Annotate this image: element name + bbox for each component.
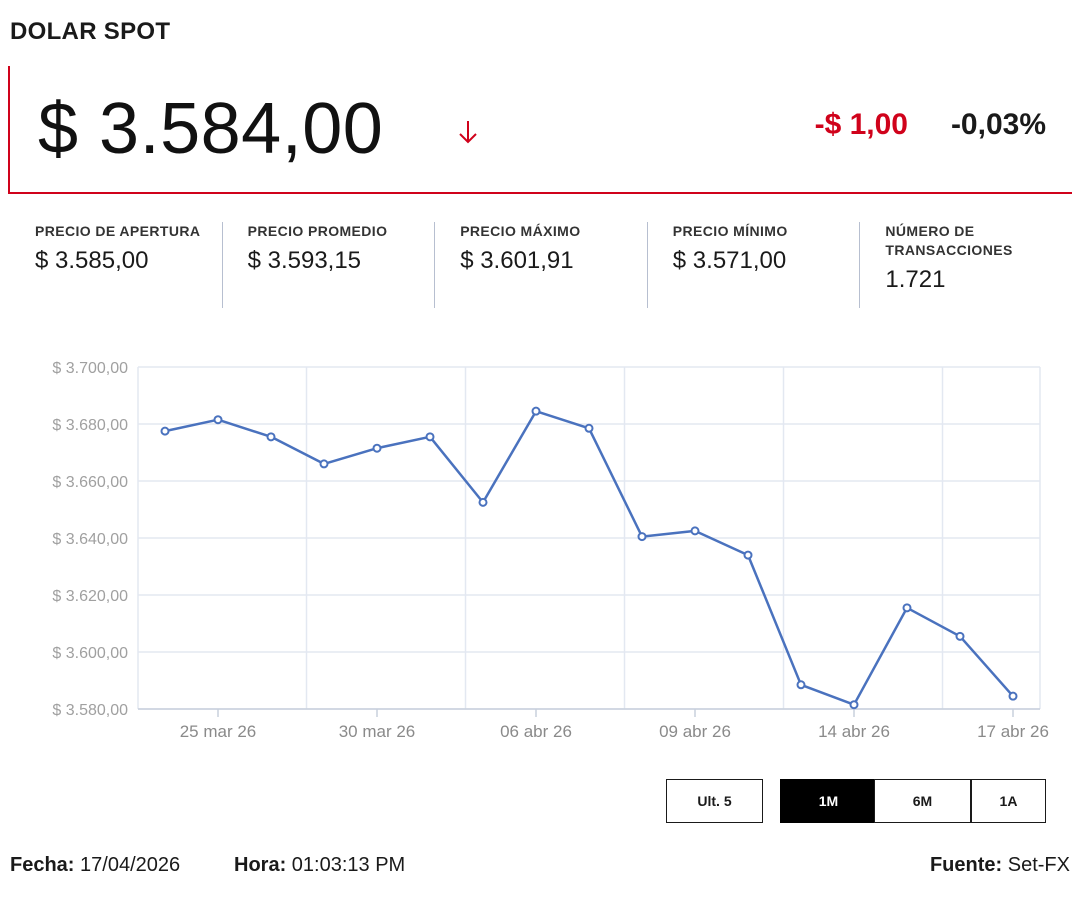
stat-transactions: NÚMERO DE TRANSACCIONES 1.721 — [859, 222, 1072, 308]
y-tick-label: $ 3.600,00 — [52, 645, 128, 662]
data-point — [425, 432, 435, 442]
stat-label: PRECIO MÁXIMO — [460, 223, 581, 239]
data-point — [743, 550, 753, 560]
data-point — [955, 631, 965, 641]
data-point — [531, 406, 541, 416]
y-tick-label: $ 3.700,00 — [52, 360, 128, 377]
x-tick-label: 14 abr 26 — [818, 722, 890, 741]
line-chart-svg: $ 3.580,00 $ 3.600,00 $ 3.620,00 $ 3.640,00… — [52, 360, 1049, 741]
chart-series — [160, 406, 1018, 710]
x-tick-label: 30 mar 26 — [339, 722, 416, 741]
stat-value: $ 3.593,15 — [247, 247, 362, 274]
current-price: $ 3.584,00 — [38, 89, 384, 169]
data-point — [213, 415, 223, 425]
price-chart[interactable]: $ 3.580,00 $ 3.600,00 $ 3.620,00 $ 3.640,00… — [0, 350, 1080, 760]
range-button-6m[interactable]: 6M — [874, 779, 971, 823]
time-value: 01:03:13 PM — [291, 854, 406, 876]
x-tick-label: 17 abr 26 — [977, 722, 1049, 741]
stat-label: PRECIO MÍNIMO — [672, 223, 788, 239]
range-button-1a[interactable]: 1A — [971, 779, 1046, 823]
data-point — [902, 603, 912, 613]
stat-max-price: PRECIO MÁXIMO $ 3.601,91 — [434, 222, 647, 308]
data-point — [690, 526, 700, 536]
stat-value: 1.721 — [885, 266, 946, 293]
chart-grid — [137, 366, 1041, 710]
source-value: Set-FX — [1007, 854, 1070, 876]
x-axis-ticks: 25 mar 26 30 mar 26 06 abr 26 09 abr 26 14 a… — [180, 709, 1049, 741]
data-point — [160, 426, 170, 436]
y-tick-label: $ 3.660,00 — [52, 474, 128, 491]
data-point — [637, 532, 647, 542]
stat-min-price: PRECIO MÍNIMO $ 3.571,00 — [646, 222, 860, 308]
data-point — [796, 680, 806, 690]
range-button-ult5[interactable]: Ult. 5 — [666, 779, 763, 823]
page-title: DOLAR SPOT — [10, 18, 171, 45]
stat-label: NÚMERO DE TRANSACCIONES — [885, 223, 1013, 258]
date-value: 17/04/2026 — [80, 854, 181, 876]
data-point — [372, 443, 382, 453]
data-point — [478, 497, 488, 507]
stat-value: $ 3.585,00 — [35, 247, 149, 274]
price-change-absolute: -$ 1,00 — [814, 108, 908, 141]
date-label: Fecha: — [10, 854, 75, 876]
stat-average-price: PRECIO PROMEDIO $ 3.593,15 — [221, 222, 435, 308]
source-label: Fuente: — [929, 854, 1003, 876]
data-point — [266, 432, 276, 442]
data-point — [849, 700, 859, 710]
y-tick-label: $ 3.580,00 — [52, 702, 128, 719]
y-axis-ticks: $ 3.580,00 $ 3.600,00 $ 3.620,00 $ 3.640,00… — [52, 360, 128, 719]
stat-opening-price: PRECIO DE APERTURA $ 3.585,00 — [10, 222, 222, 308]
range-selector: Ult. 5 1M 6M 1A — [666, 779, 1046, 823]
footer-time: Hora: 01:03:13 PM — [234, 854, 405, 877]
y-tick-label: $ 3.640,00 — [52, 531, 128, 548]
y-tick-label: $ 3.620,00 — [52, 588, 128, 605]
data-point — [1008, 691, 1018, 701]
data-point — [319, 459, 329, 469]
stat-value: $ 3.601,91 — [460, 247, 574, 274]
data-point — [584, 423, 594, 433]
arrow-down-icon — [459, 121, 477, 144]
x-tick-label: 09 abr 26 — [659, 722, 731, 741]
x-tick-label: 06 abr 26 — [500, 722, 572, 741]
series-line — [164, 409, 1014, 706]
stat-value: $ 3.571,00 — [672, 247, 787, 274]
stats-row: PRECIO DE APERTURA $ 3.585,00 PRECIO PRO… — [10, 222, 1072, 308]
x-tick-label: 25 mar 26 — [180, 722, 257, 741]
stat-label: PRECIO DE APERTURA — [35, 223, 201, 239]
price-change-percent: -0,03% — [950, 108, 1046, 141]
y-tick-label: $ 3.680,00 — [52, 417, 128, 434]
range-button-1m[interactable]: 1M — [780, 779, 877, 823]
stat-label: PRECIO PROMEDIO — [247, 223, 388, 239]
price-panel: $ 3.584,00 -$ 1,00 -0,03% — [8, 66, 1072, 194]
footer-source: Fuente: Set-FX — [930, 854, 1070, 877]
footer-date: Fecha: 17/04/2026 — [10, 854, 180, 877]
time-label: Hora: — [234, 854, 287, 876]
